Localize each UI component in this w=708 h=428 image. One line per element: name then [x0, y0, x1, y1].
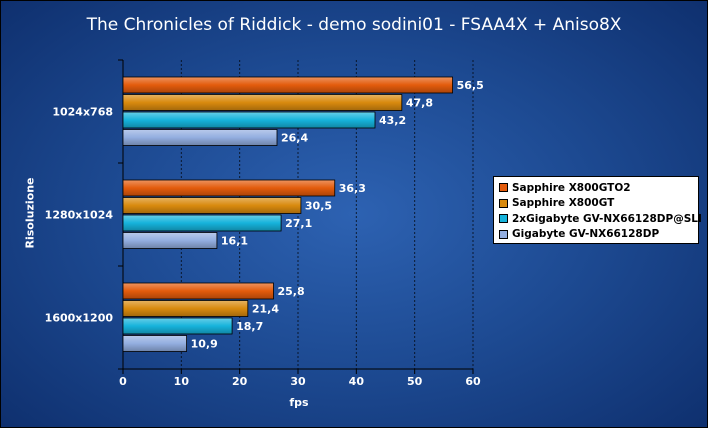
- x-tick-label: 60: [465, 375, 481, 388]
- bar: [122, 76, 453, 94]
- data-label: 47,8: [406, 97, 433, 110]
- legend-item: Sapphire X800GTO2: [499, 180, 698, 196]
- legend-item: Gigabyte GV-NX66128DP: [499, 227, 698, 243]
- data-label: 16,1: [221, 235, 248, 248]
- x-tick-label: 20: [232, 375, 248, 388]
- legend-label: 2xGigabyte GV-NX66128DP@SLI: [512, 212, 702, 225]
- data-label: 25,8: [278, 285, 305, 298]
- chart-title: The Chronicles of Riddick - demo sodini0…: [86, 15, 622, 35]
- x-tick-label: 0: [119, 375, 127, 388]
- y-axis-label: Risoluzione: [23, 177, 37, 249]
- data-label: 43,2: [379, 114, 406, 127]
- legend-item: Sapphire X800GT: [499, 196, 698, 212]
- bar: [122, 179, 336, 197]
- legend-label: Sapphire X800GT: [512, 197, 615, 210]
- legend-label: Gigabyte GV-NX66128DP: [512, 228, 660, 241]
- data-label: 56,5: [457, 79, 484, 92]
- category-label: 1600x1200: [45, 312, 114, 325]
- data-label: 10,9: [191, 338, 218, 351]
- x-tick-label: 50: [407, 375, 423, 388]
- bar: [122, 111, 376, 129]
- category-label: 1024x768: [52, 106, 113, 119]
- data-label: 18,7: [236, 320, 263, 333]
- bar: [122, 300, 249, 317]
- legend-swatch: [499, 229, 508, 239]
- legend-swatch: [499, 198, 508, 208]
- bar: [122, 282, 274, 300]
- bar: [122, 232, 218, 249]
- data-label: 26,4: [281, 132, 308, 145]
- category-label: 1280x1024: [45, 209, 114, 222]
- data-label: 36,3: [339, 182, 366, 195]
- legend-swatch: [499, 214, 508, 224]
- bar: [122, 317, 233, 335]
- legend: Sapphire X800GTO2 Sapphire X800GT 2xGiga…: [493, 176, 702, 244]
- data-label: 21,4: [252, 303, 279, 316]
- x-tick-label: 40: [349, 375, 365, 388]
- data-label: 27,1: [285, 217, 312, 230]
- data-label: 30,5: [305, 200, 332, 213]
- bar: [122, 214, 282, 232]
- x-axis-label: fps: [289, 396, 309, 409]
- bar: [122, 197, 302, 214]
- legend-item: 2xGigabyte GV-NX66128DP@SLI: [499, 211, 702, 227]
- legend-label: Sapphire X800GTO2: [512, 181, 631, 194]
- legend-swatch: [499, 183, 508, 193]
- x-tick-label: 10: [174, 375, 190, 388]
- bar: [122, 129, 278, 146]
- bar: [122, 335, 187, 352]
- x-tick-label: 30: [290, 375, 306, 388]
- bar: [122, 94, 403, 111]
